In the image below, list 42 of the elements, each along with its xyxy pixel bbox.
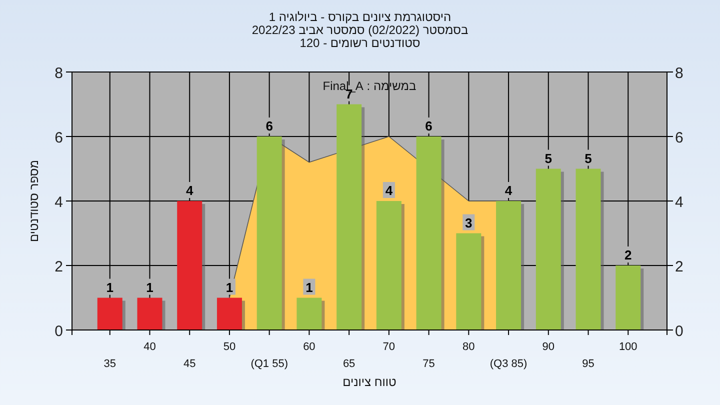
x-tick-label: 45: [183, 358, 196, 370]
y-tick-label: 0: [54, 323, 63, 340]
data-label: 1: [226, 280, 234, 295]
data-label: 3: [465, 215, 472, 230]
text: סטודנטים רשומים - 120: [300, 36, 420, 50]
data-label: 4: [385, 183, 394, 198]
data-label: 5: [544, 150, 552, 166]
y2-tick-label: 8: [675, 65, 684, 82]
text: בסמסטר (02/2022) סמסטר אביב 2022/23: [252, 23, 468, 37]
data-label: 4: [504, 183, 513, 198]
x-tick-label: 95: [582, 358, 594, 370]
x-tick-label: (Q1 55): [250, 358, 288, 370]
x-tick-label: 65: [342, 358, 356, 370]
x-tick-label: 80: [462, 341, 475, 353]
data-label: 1: [146, 280, 154, 295]
data-label: 6: [266, 118, 273, 134]
x-tick-label: 75: [422, 358, 435, 370]
y-tick-label: 2: [54, 258, 63, 276]
x-tick-label: 100: [618, 341, 638, 353]
x-tick-label: 50: [223, 341, 236, 353]
data-label: 1: [106, 280, 114, 295]
y2-tick-label: 4: [675, 194, 684, 211]
y2-tick-label: 6: [675, 130, 684, 146]
data-label: 5: [584, 150, 592, 166]
y-tick-label: 6: [54, 130, 63, 146]
y-tick-label: 8: [54, 65, 63, 82]
y-tick-label: 4: [54, 194, 63, 211]
data-label: 2: [624, 248, 632, 262]
x-axis-title: טווח ציונים: [342, 375, 397, 389]
y2-tick-label: 0: [675, 323, 684, 340]
x-tick-label: (Q3 85): [490, 358, 528, 370]
x-tick-label: 60: [303, 341, 316, 353]
data-label: 1: [306, 280, 313, 295]
y2-tick-label: 2: [675, 258, 684, 276]
x-tick-label: 90: [542, 341, 555, 353]
x-tick-label: 40: [144, 341, 156, 353]
y-axis-title: מספר סטודנטים: [27, 160, 41, 242]
data-label: 4: [186, 183, 194, 198]
x-tick-label: 35: [104, 358, 116, 370]
x-tick-label: 70: [382, 341, 396, 353]
chart-title: היסטוגרמת ציונים בקורס - ביולוגיה 1: [268, 10, 452, 24]
data-label: 6: [425, 118, 432, 134]
